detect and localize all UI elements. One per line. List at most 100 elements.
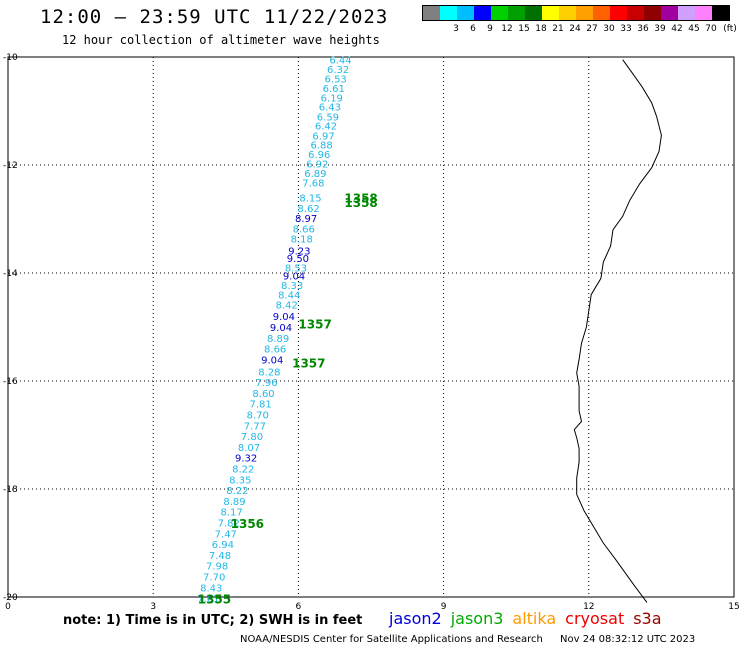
wave-height-reading: 9.32 (235, 454, 257, 465)
legend-swatch (457, 6, 474, 20)
wave-height-reading: 6.19 (321, 94, 343, 105)
legend-swatch (542, 6, 559, 20)
orbit-pass-number: 1357 (298, 317, 331, 331)
wave-height-reading: 6.96 (308, 150, 330, 161)
legend-label: 3 (453, 24, 459, 34)
satellite-jason2: jason2 (389, 609, 442, 628)
wave-height-reading: 8.28 (258, 367, 280, 378)
wave-height-reading: 9.04 (270, 323, 292, 334)
legend-label: 42 (671, 24, 683, 34)
legend-swatch (508, 6, 525, 20)
wave-height-reading: 8.17 (220, 508, 242, 519)
legend-swatch (644, 6, 661, 20)
x-tick-label: 9 (441, 602, 447, 612)
x-tick-label: 0 (5, 602, 11, 612)
credits: NOAA/NESDIS Center for Satellite Applica… (240, 634, 695, 645)
wave-height-reading: 6.61 (323, 84, 345, 95)
coastline (573, 59, 662, 603)
wave-height-reading: 7.81 (250, 400, 272, 411)
legend-swatch (593, 6, 610, 20)
wave-height-reading: 8.53 (285, 264, 307, 275)
y-tick-label: -20 (3, 593, 18, 603)
wave-height-reading: 6.97 (312, 131, 334, 142)
legend-swatch (423, 6, 440, 20)
wave-height-reading: 8.60 (252, 389, 274, 400)
x-tick-label: 15 (728, 602, 739, 612)
footer-note: note: 1) Time is in UTC; 2) SWH is in fe… (63, 613, 363, 628)
legend-label: 30 (603, 24, 615, 34)
wave-height-reading: 8.89 (267, 334, 289, 345)
wave-height-reading: 8.43 (200, 583, 222, 594)
wave-height-reading: 7.98 (206, 562, 228, 573)
orbit-pass-number: 1358 (344, 196, 377, 210)
legend-swatch (474, 6, 491, 20)
wave-height-reading: 7.82 (218, 518, 240, 529)
legend-swatch (678, 6, 695, 20)
chart-subtitle: 12 hour collection of altimeter wave hei… (62, 33, 380, 47)
map-frame (7, 56, 735, 598)
y-tick-label: -18 (3, 485, 18, 495)
wave-height-reading: 8.15 (299, 193, 321, 204)
y-tick-label: -14 (3, 269, 18, 279)
wave-height-reading: 7.70 (203, 572, 225, 583)
legend-label: 21 (552, 24, 564, 34)
wave-height-reading: 8.18 (291, 234, 313, 245)
legend-swatch (661, 6, 678, 20)
legend-swatch (440, 6, 457, 20)
legend-label: 12 (501, 24, 513, 34)
legend-labels: 3 6 9 12 15 18 21 24 27 30 33 36 39 42 45 70 (ft) (422, 24, 737, 36)
wave-height-reading: 6.53 (325, 75, 347, 86)
wave-height-reading: 7.47 (215, 529, 237, 540)
legend-label: 15 (518, 24, 530, 34)
wave-height-reading: 7.68 (302, 178, 324, 189)
x-tick-label: 12 (583, 602, 594, 612)
legend-label: 45 (688, 24, 700, 34)
wave-height-reading: 7.48 (209, 551, 231, 562)
credit-text: NOAA/NESDIS Center for Satellite Applica… (240, 634, 543, 645)
satellite-legend: jason2 jason3 altika cryosat s3a (389, 609, 671, 628)
satellite-cryosat: cryosat (565, 609, 625, 628)
legend-swatch (576, 6, 593, 20)
y-tick-label: -12 (3, 161, 18, 171)
wave-height-reading: 8.62 (297, 204, 319, 215)
wave-height-reading: 6.88 (310, 140, 332, 151)
wave-height-reading: 7.80 (241, 432, 263, 443)
wave-height-reading: 7.96 (255, 378, 277, 389)
orbit-pass-number: 1357 (292, 357, 325, 371)
satellite-jason3: jason3 (450, 609, 504, 628)
wave-height-reading: 9.23 (288, 246, 310, 257)
legend-label: 18 (535, 24, 547, 34)
legend-swatches (422, 5, 730, 21)
wave-height-reading: 8.42 (276, 300, 298, 311)
satellite-s3a: s3a (633, 609, 662, 628)
legend-label: 70 (705, 24, 717, 34)
legend-swatch (610, 6, 627, 20)
wave-height-reading: 8.97 (295, 214, 317, 225)
legend-swatch (525, 6, 542, 20)
legend-swatch (491, 6, 508, 20)
orbit-pass-number: 1355 (198, 593, 231, 607)
wave-height-reading: 7.61 (197, 594, 219, 605)
wave-height-reading: 9.04 (273, 312, 295, 323)
legend-label: 39 (654, 24, 666, 34)
wave-height-reading: 9.50 (287, 254, 309, 265)
wave-height-reading: 6.43 (319, 103, 341, 114)
x-tick-label: 6 (296, 602, 302, 612)
chart-title: 12:00 — 23:59 UTC 11/22/2023 (40, 6, 389, 28)
legend-unit: (ft) (723, 24, 737, 34)
wave-height-reading: 6.59 (317, 112, 339, 123)
x-tick-label: 3 (150, 602, 156, 612)
generated-timestamp: Nov 24 08:32:12 UTC 2023 (560, 634, 696, 645)
orbit-pass-number: 1356 (231, 517, 264, 531)
legend-label: 24 (569, 24, 581, 34)
wave-height-reading: 8.66 (264, 345, 286, 356)
legend-swatch (627, 6, 644, 20)
wave-height-reading: 8.70 (247, 410, 269, 421)
legend-label: 9 (487, 24, 493, 34)
wave-height-reading: 9.04 (283, 272, 305, 283)
legend-label: 6 (470, 24, 476, 34)
wave-height-reading: 8.22 (226, 486, 248, 497)
legend-label: 27 (586, 24, 598, 34)
legend-swatch (559, 6, 576, 20)
